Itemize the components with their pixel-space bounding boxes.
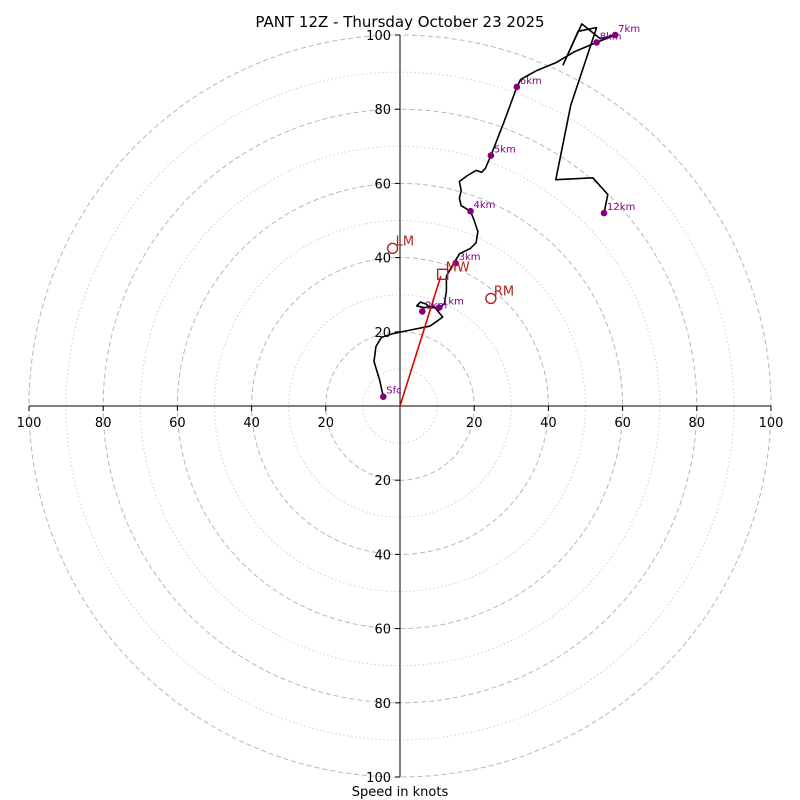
y-tick-label: 60: [374, 623, 391, 638]
x-tick-label: 60: [614, 416, 631, 431]
y-tick-label: 40: [374, 548, 391, 563]
storm-motion-label: LM: [396, 234, 414, 249]
height-marker-4km: [467, 207, 474, 215]
y-tick-label: 60: [374, 177, 391, 192]
height-marker-label: 12km: [607, 202, 635, 213]
storm-motion-marker-RM: [485, 292, 497, 305]
storm-motion-label: RM: [494, 284, 514, 299]
y-tick-label: 100: [366, 771, 391, 786]
x-tick-label: 20: [466, 416, 483, 431]
height-marker-2km: [418, 308, 426, 315]
height-marker-3km: [452, 259, 459, 267]
storm-motion-marker-MW: [436, 268, 449, 280]
y-tick-label: 100: [366, 29, 391, 44]
hodograph-trace: [373, 23, 617, 397]
height-marker-8km: [593, 39, 600, 46]
x-tick-label: 80: [689, 416, 706, 431]
height-marker-label: 1km: [442, 297, 464, 308]
height-marker-1km: [435, 304, 443, 311]
x-axis-label: Speed in knots: [352, 785, 449, 800]
x-tick-label: 80: [95, 416, 112, 431]
height-marker-label: 4km: [473, 200, 495, 211]
height-marker-12km: [600, 209, 608, 217]
chart-title: PANT 12Z - Thursday October 23 2025: [255, 13, 544, 31]
x-tick-label: 60: [169, 416, 186, 431]
height-marker-label: 5km: [494, 145, 516, 156]
y-tick-label: 40: [374, 252, 391, 267]
x-tick-label: 20: [318, 416, 335, 431]
height-marker-label: 3km: [459, 252, 481, 263]
height-marker-label: 2km: [425, 300, 447, 311]
y-tick-label: 20: [374, 326, 391, 341]
y-tick-label: 80: [374, 103, 391, 118]
height-marker-label: 8km: [600, 31, 622, 42]
height-marker-label: Sfc: [386, 386, 401, 397]
x-tick-label: 40: [243, 416, 260, 431]
mean-wind-vector: [399, 275, 442, 407]
height-marker-label: 6km: [520, 76, 542, 87]
axis-ticks: 20 20 20 20 40 40 40 40 60 60 60 60 80 80 80 80 100 100 10…: [17, 29, 784, 786]
x-tick-label: 40: [540, 416, 557, 431]
height-marker-6km: [513, 83, 521, 91]
storm-motion-label: MW: [446, 260, 470, 275]
y-tick-label: 20: [374, 474, 391, 489]
height-marker-Sfc: [380, 393, 387, 401]
height-marker-5km: [487, 152, 495, 159]
height-marker-7km: [611, 31, 619, 39]
x-tick-label: 100: [759, 416, 784, 431]
height-marker-label: 7km: [618, 24, 640, 35]
x-tick-label: 100: [17, 416, 42, 431]
y-tick-label: 80: [374, 697, 391, 712]
storm-motion-marker-LM: [386, 242, 399, 255]
